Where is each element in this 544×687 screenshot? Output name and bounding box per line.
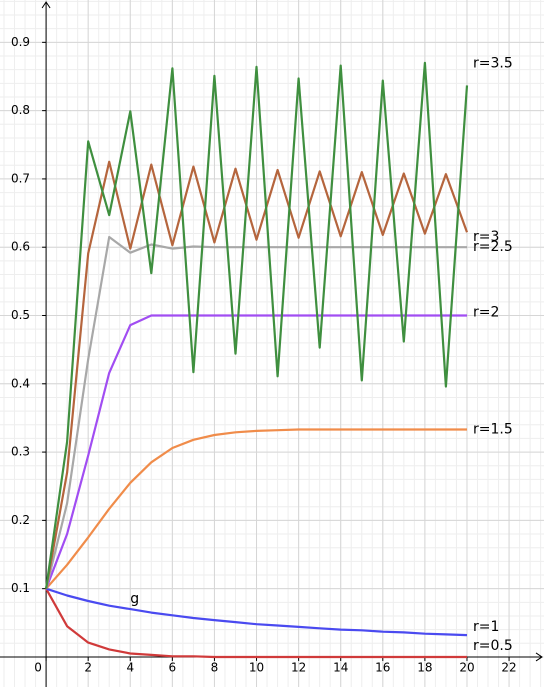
x-tick-label: 4 xyxy=(126,660,134,674)
x-tick-label: 12 xyxy=(291,660,306,674)
y-axis-arrow xyxy=(41,1,51,9)
x-axis-arrow xyxy=(535,652,543,662)
series-line xyxy=(45,587,468,637)
x-tick-label: 16 xyxy=(375,660,390,674)
series-line xyxy=(45,588,467,659)
series-label: r=0.5 xyxy=(473,638,513,654)
y-tick-label: 0.4 xyxy=(11,376,30,390)
series-label: r=1.5 xyxy=(473,422,513,438)
y-tick-label: 0.8 xyxy=(11,103,30,117)
y-tick-label: 0.1 xyxy=(11,581,30,595)
series-line xyxy=(45,61,469,589)
series-label: r=3.5 xyxy=(473,55,513,71)
x-tick-label: 8 xyxy=(211,660,219,674)
series-line xyxy=(45,160,469,589)
x-tick-label: 2 xyxy=(84,660,92,674)
y-tick-label: 0.2 xyxy=(11,513,30,527)
y-tick-label: 0.5 xyxy=(11,308,30,322)
series-line xyxy=(45,314,467,590)
y-tick-label: 0.9 xyxy=(11,35,30,49)
y-tick-label: 0.7 xyxy=(11,171,30,185)
series-label: r=2.5 xyxy=(473,239,513,255)
plot: r=0.5 r=1 r=1.5 r=2 r=2.5r=3 r=3.5 g xyxy=(45,55,513,659)
x-tick-label: 0 xyxy=(34,660,42,674)
x-tick-label: 10 xyxy=(249,660,264,674)
x-tick-label: 14 xyxy=(333,660,348,674)
x-tick-label: 22 xyxy=(501,660,516,674)
series-label: r=3 xyxy=(473,229,499,245)
annotation: g xyxy=(130,591,139,607)
series-label: r=2 xyxy=(473,305,499,321)
y-tick-label: 0.6 xyxy=(11,240,30,254)
x-tick-label: 18 xyxy=(417,660,432,674)
x-tick-label: 6 xyxy=(169,660,177,674)
y-tick-label: 0.3 xyxy=(11,445,30,459)
x-tick-label: 20 xyxy=(459,660,474,674)
series-line xyxy=(45,428,467,590)
series-label: r=1 xyxy=(473,619,499,635)
